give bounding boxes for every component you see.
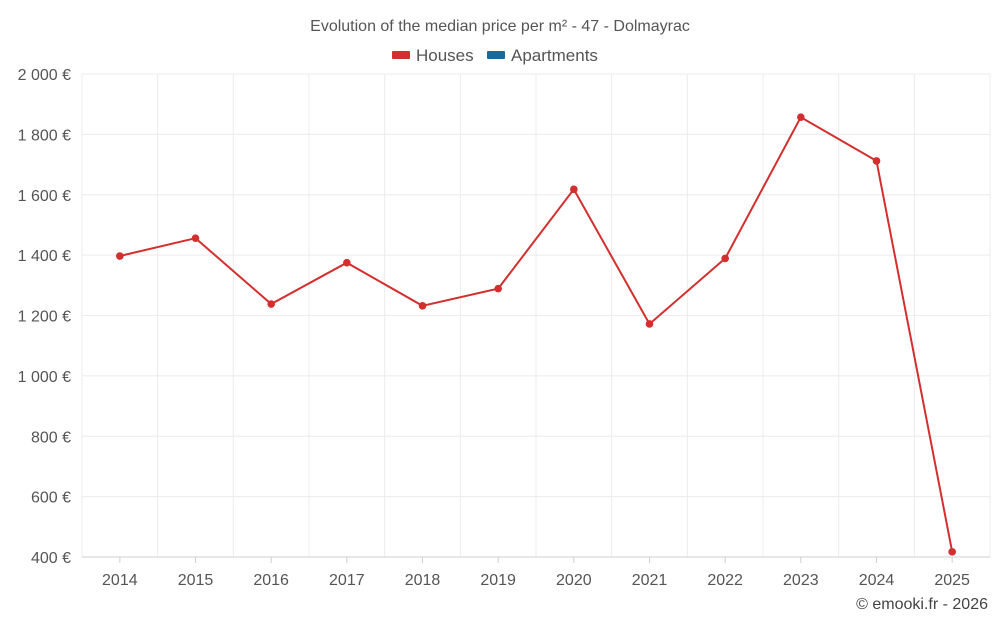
x-tick-label: 2015 [178, 572, 214, 589]
y-axis: 400 € 600 € 800 € 1 000 € 1 200 € 1 400 € 1 60… [18, 67, 71, 567]
data-point-houses-2020[interactable]: 2020: 1618 [570, 185, 578, 194]
x-tick-label: 2020 [556, 572, 592, 589]
x-tick-label: 2017 [329, 572, 365, 589]
legend-swatch-apartments [487, 51, 505, 59]
legend-item-houses[interactable]: Houses [392, 46, 474, 65]
data-point-houses-2024[interactable]: 2024: 1712 [872, 157, 881, 165]
x-tick-label: 2022 [707, 572, 743, 589]
x-tick-label: 2018 [405, 572, 441, 589]
grid [81, 73, 991, 558]
y-tick-label: 1 000 € [18, 369, 71, 386]
y-tick-label: 600 € [31, 490, 71, 507]
x-tick-label: 2023 [783, 572, 819, 589]
y-tick-label: 1 400 € [18, 248, 71, 265]
legend-item-apartments[interactable]: Apartments [487, 46, 598, 65]
series: 2014: 1397 2015: 1456 2016: 1238 2017: 1375… [116, 113, 956, 556]
data-point-houses-2025[interactable]: 2025: 417 [948, 548, 956, 556]
y-tick-label: 1 200 € [18, 309, 71, 326]
data-point-houses-2022[interactable]: 2022: 1389 [721, 254, 729, 263]
y-tick-label: 1 800 € [18, 127, 71, 144]
legend: Houses Apartments [392, 46, 598, 65]
credit-text: © emooki.fr - 2026 [856, 596, 988, 613]
x-tick-label: 2024 [859, 572, 895, 589]
data-point-houses-2015[interactable]: 2015: 1456 [191, 234, 200, 243]
data-point-houses-2021[interactable]: 2021: 1172 [645, 320, 654, 328]
data-point-houses-2017[interactable]: 2017: 1375 [343, 258, 351, 267]
x-axis: 2014 2015 2016 2017 2018 2019 2020 2021 2022 2023… [82, 556, 990, 589]
data-point-houses-2016[interactable]: 2016: 1238 [267, 300, 275, 308]
y-tick-label: 2 000 € [18, 67, 71, 84]
x-tick-label: 2025 [934, 572, 970, 589]
y-tick-label: 400 € [31, 550, 71, 567]
data-point-houses-2018[interactable]: 2018: 1232 [418, 302, 427, 310]
y-tick-label: 1 600 € [18, 188, 71, 205]
y-tick-label: 800 € [31, 429, 71, 446]
x-tick-label: 2016 [253, 572, 289, 589]
chart-title: Evolution of the median price per m² - 4… [310, 18, 690, 35]
data-point-houses-2019[interactable]: 2019: 1289 [494, 284, 502, 293]
x-tick-label: 2014 [102, 572, 138, 589]
x-tick-label: 2021 [632, 572, 668, 589]
legend-swatch-houses [392, 51, 410, 59]
data-point-houses-2014[interactable]: 2014: 1397 [116, 252, 124, 260]
legend-label-houses: Houses [416, 46, 474, 65]
data-point-houses-2023[interactable]: 2023: 1857 [797, 113, 805, 121]
x-tick-label: 2019 [480, 572, 516, 589]
legend-label-apartments: Apartments [511, 46, 598, 65]
series-line-houses [119, 115, 954, 553]
